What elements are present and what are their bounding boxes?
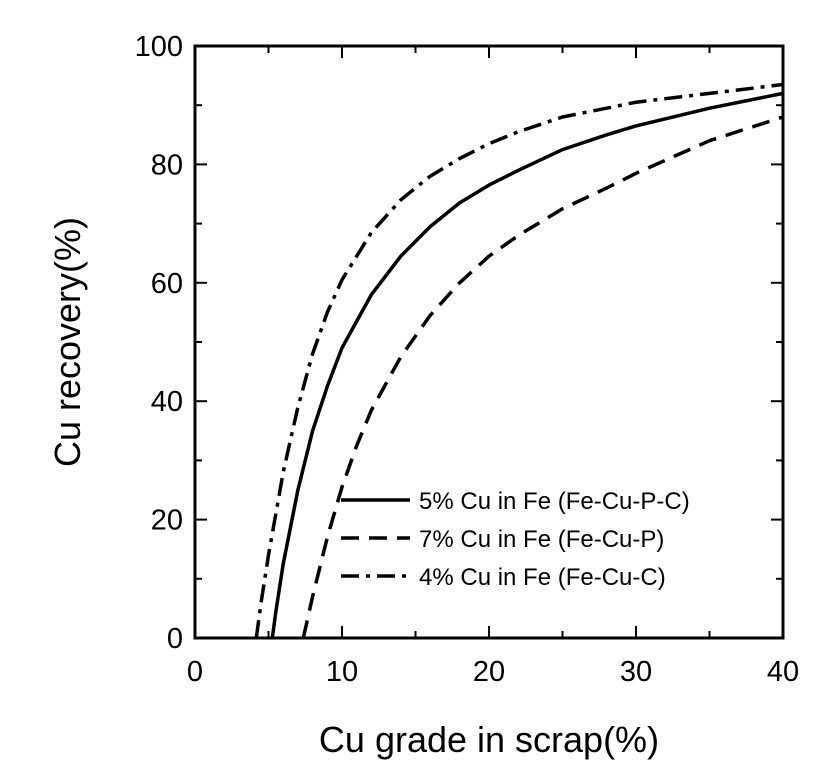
- y-tick-label: 60: [151, 268, 183, 300]
- y-tick-label: 40: [151, 386, 183, 418]
- series-line-1: [270, 91, 784, 639]
- x-tick-label: 20: [473, 656, 505, 688]
- x-tick-label: 40: [767, 656, 799, 688]
- series-line-2: [301, 115, 784, 639]
- legend: 5% Cu in Fe (Fe-Cu-P-C) 7% Cu in Fe (Fe-C…: [341, 488, 690, 591]
- x-axis-title: Cu grade in scrap(%): [319, 719, 659, 760]
- y-tick-label: 0: [167, 623, 183, 655]
- legend-label-3: 4% Cu in Fe (Fe-Cu-C): [419, 564, 666, 591]
- series-layer: [254, 82, 784, 639]
- x-tick-label: 30: [620, 656, 652, 688]
- legend-label-2: 7% Cu in Fe (Fe-Cu-P): [419, 526, 664, 553]
- tick-layer: 0 10 20 30 40 0 20 40 60 80 100: [135, 31, 800, 688]
- x-tick-label: 0: [187, 656, 203, 688]
- series-line-3: [254, 82, 784, 639]
- y-tick-label: 100: [135, 31, 183, 63]
- y-tick-label: 80: [151, 149, 183, 181]
- legend-label-1: 5% Cu in Fe (Fe-Cu-P-C): [419, 488, 690, 515]
- y-tick-label: 20: [151, 505, 183, 537]
- y-axis-title: Cu recovery(%): [47, 217, 88, 467]
- x-tick-label: 10: [326, 656, 358, 688]
